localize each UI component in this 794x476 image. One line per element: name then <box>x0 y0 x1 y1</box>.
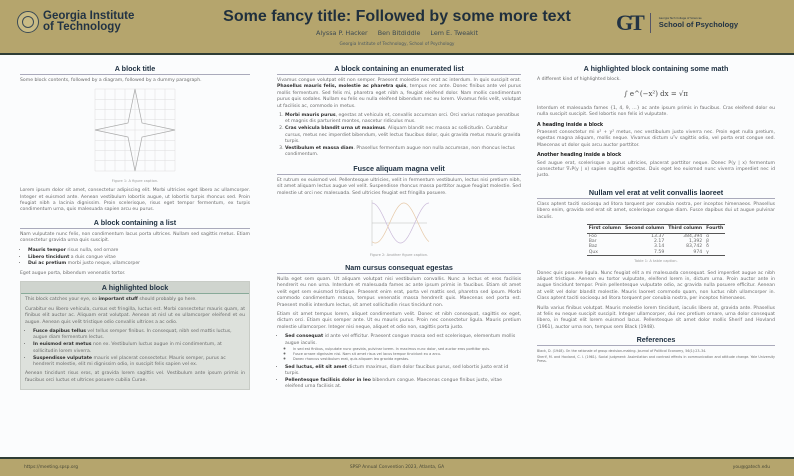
list-item: Cras vehicula blandit urna ut maximus. A… <box>285 126 521 145</box>
school-logo: GT Georgia Tech College of Sciences Schoo… <box>616 10 739 35</box>
footer-event: SPSP Annual Convention 2023, Atlanta, GA <box>349 465 445 470</box>
figure-2-sine-plot <box>371 200 430 247</box>
list-item: Suspendisse vulputate mauris vel placera… <box>33 356 245 369</box>
list-item: Mauris tempor risus nulla, sed ornare <box>28 248 250 254</box>
footer-url[interactable]: https://meeting.spsp.org <box>24 465 79 470</box>
poster-title: Some fancy title: Followed by some more … <box>223 8 571 25</box>
poster-header: Georgia Institute of Technology Some fanc… <box>0 0 794 55</box>
column-2: A block containing an enumerated list Vi… <box>277 64 521 394</box>
list-item: Sed luctus, elit sit amet dictum maximus… <box>285 365 521 378</box>
table-row: Foo 13.37 384,394 α <box>588 233 710 239</box>
gatech-logo: Georgia Institute of Technology <box>17 10 134 33</box>
affiliation: Georgia Institute of Technology, School … <box>339 42 455 47</box>
poster-footer: https://meeting.spsp.org SPSP Annual Con… <box>0 457 794 476</box>
table-row: Qux 7.59 974 γ <box>588 249 709 255</box>
gt-monogram: GT <box>616 10 645 35</box>
references: Black, D. (1948). On the rationale of gr… <box>537 349 775 363</box>
data-table: First column Second column Third column Fou… <box>586 224 726 257</box>
equation: ∫ e^(−x²) dx = √π <box>624 90 688 99</box>
table-row: Bar 2.17 1,392 β <box>588 238 710 244</box>
seal-icon <box>17 11 39 33</box>
authors: Alyssa P. Hacker Ben Bitdiddle Lem E. Twea… <box>315 29 479 37</box>
column-3: A highlighted block containing some math… <box>537 64 775 363</box>
column-1: A block title Some block contents, follo… <box>20 64 250 391</box>
bullet-list: Mauris tempor risus nulla, sed ornare Li… <box>20 248 250 268</box>
block-title: A block title <box>20 64 250 75</box>
figure-1-star-diagram <box>94 89 176 172</box>
list-item: Pellentesque facilisis dolor in leo bibe… <box>285 378 521 391</box>
enumerated-list: Morbi mauris purus, egestas at vehicula … <box>277 113 521 159</box>
list-item: Libero tincidunt a duis congue vitae <box>28 255 250 261</box>
list-item: Vestibulum et massa diam. Phasellus ferm… <box>285 146 521 159</box>
list-item: Morbi mauris purus, egestas at vehicula … <box>285 113 521 126</box>
list-item: Sed consequat id ante vel efficitur. Pra… <box>285 334 521 362</box>
footer-email[interactable]: you@gatech.edu <box>732 465 770 470</box>
list-item: In euismod erat metus non ex. Vestibulum… <box>33 342 245 355</box>
block-title: A block containing a list <box>20 218 250 229</box>
table-row: Baz 3.14 83,742 δ <box>588 244 709 250</box>
list-item: Dui ac pretium morbi justo neque, ullamc… <box>28 261 250 267</box>
list-item: Fusce dapibus tellus vel tellus semper f… <box>33 329 245 342</box>
highlighted-block: A highlighted block This block catches y… <box>20 281 250 391</box>
